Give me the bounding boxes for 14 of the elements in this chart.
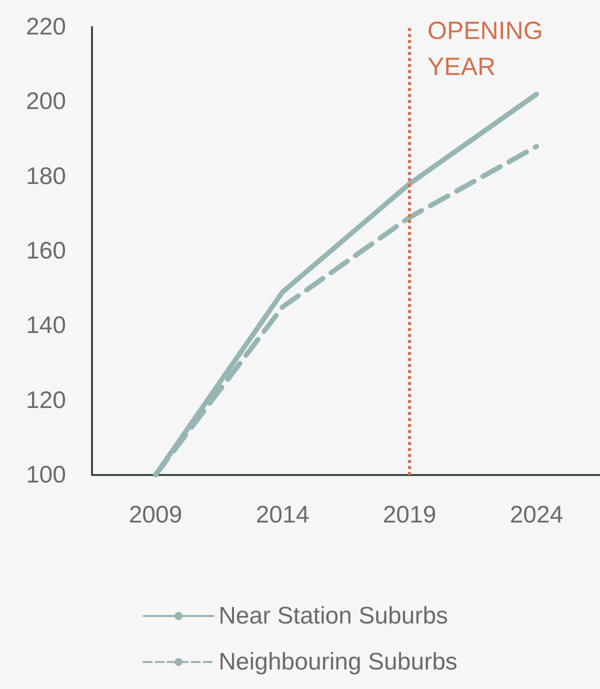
y-tick-label: 200 [26, 88, 66, 116]
x-tick-label: 2024 [510, 502, 564, 528]
y-tick-label: 100 [26, 462, 66, 488]
y-tick-label: 180 [26, 162, 66, 190]
y-tick-label: 120 [26, 386, 66, 414]
y-tick-label: 160 [26, 238, 66, 264]
ref-line-label: OPENING YEAR [428, 17, 550, 81]
y-tick-label: 140 [26, 312, 66, 340]
legend-label: Neighbouring Suburbs [218, 648, 458, 676]
x-tick-label: 2014 [256, 502, 310, 528]
x-tick-label: 2019 [382, 502, 436, 528]
y-tick-label: 220 [26, 14, 66, 40]
x-tick-label: 2009 [128, 502, 182, 528]
legend-label: Near Station Suburbs [218, 602, 448, 630]
